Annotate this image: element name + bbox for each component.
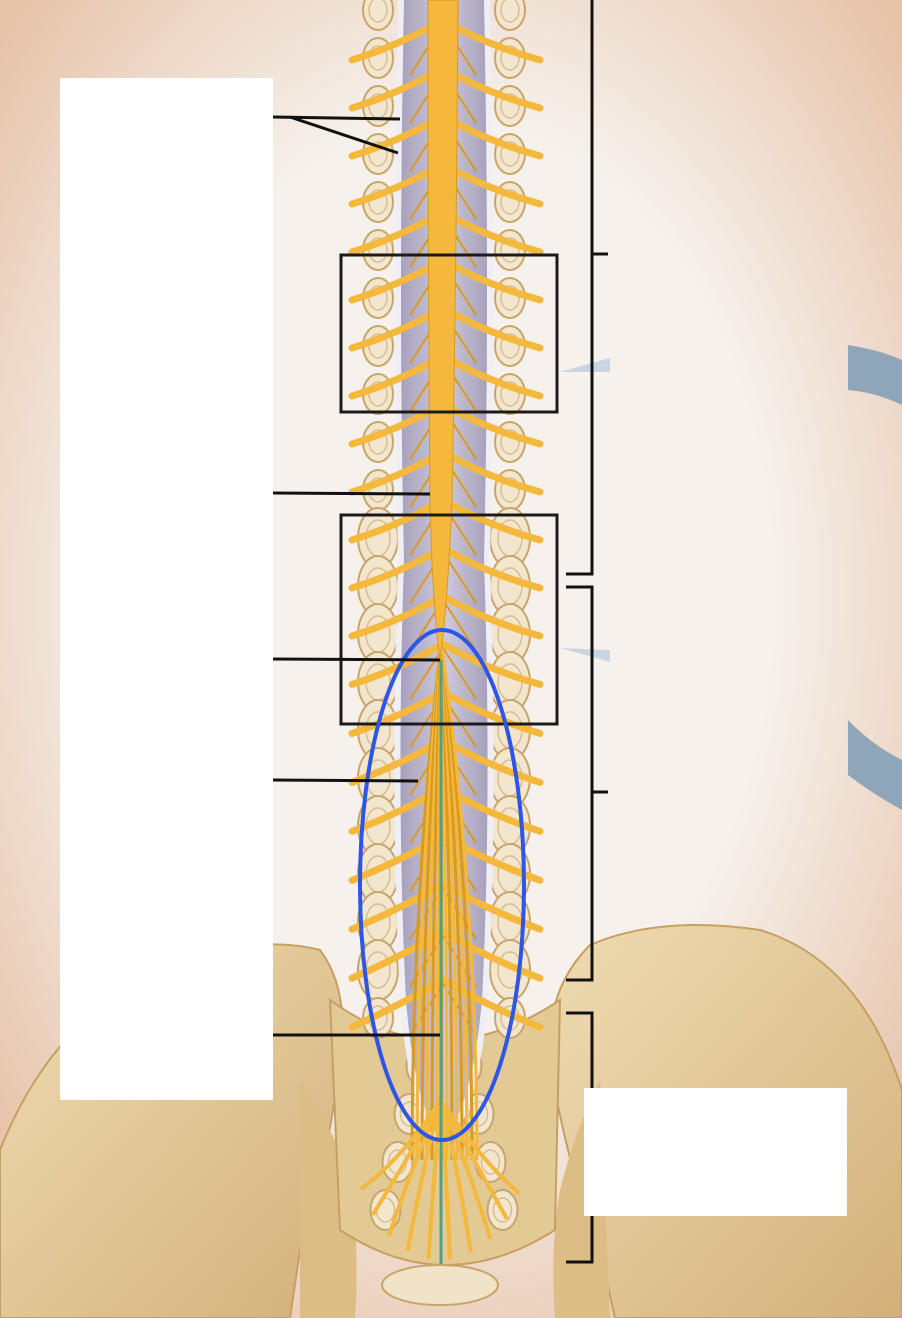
blue-arrow-upper — [848, 345, 902, 405]
vertebra-left-0 — [362, 0, 394, 31]
leader-line-cauda-equina-start — [272, 657, 441, 662]
blue-arrow-lower — [848, 720, 902, 810]
leader-lines — [272, 115, 441, 1037]
cauda-equina-highlight-ellipse — [358, 628, 526, 1142]
pointer-wedge-upper — [560, 358, 610, 372]
label-box-left — [60, 78, 273, 1100]
label-box-right — [584, 1088, 847, 1216]
pointer-wedge-lower — [560, 648, 610, 662]
sacral-nerve-2 — [386, 1099, 443, 1237]
leader-line-meninges-2 — [289, 115, 399, 155]
sacral-nerve-9 — [439, 1098, 521, 1196]
leader-line-conus-medullaris — [272, 491, 431, 496]
sacral-nerve-3 — [405, 1099, 443, 1252]
highlight-box-lower — [339, 513, 559, 726]
highlight-box-upper — [339, 253, 559, 414]
vertebra-right-0 — [494, 0, 526, 31]
bracket-lumbar — [566, 585, 594, 982]
vertebra-left-24 — [381, 1141, 414, 1183]
bracket-thoracic — [566, 0, 594, 576]
spinal-cord — [427, 0, 459, 661]
coccyx — [381, 1264, 499, 1306]
sacral-nerve-6 — [439, 1099, 473, 1253]
leader-line-cauda-equina — [272, 778, 419, 783]
